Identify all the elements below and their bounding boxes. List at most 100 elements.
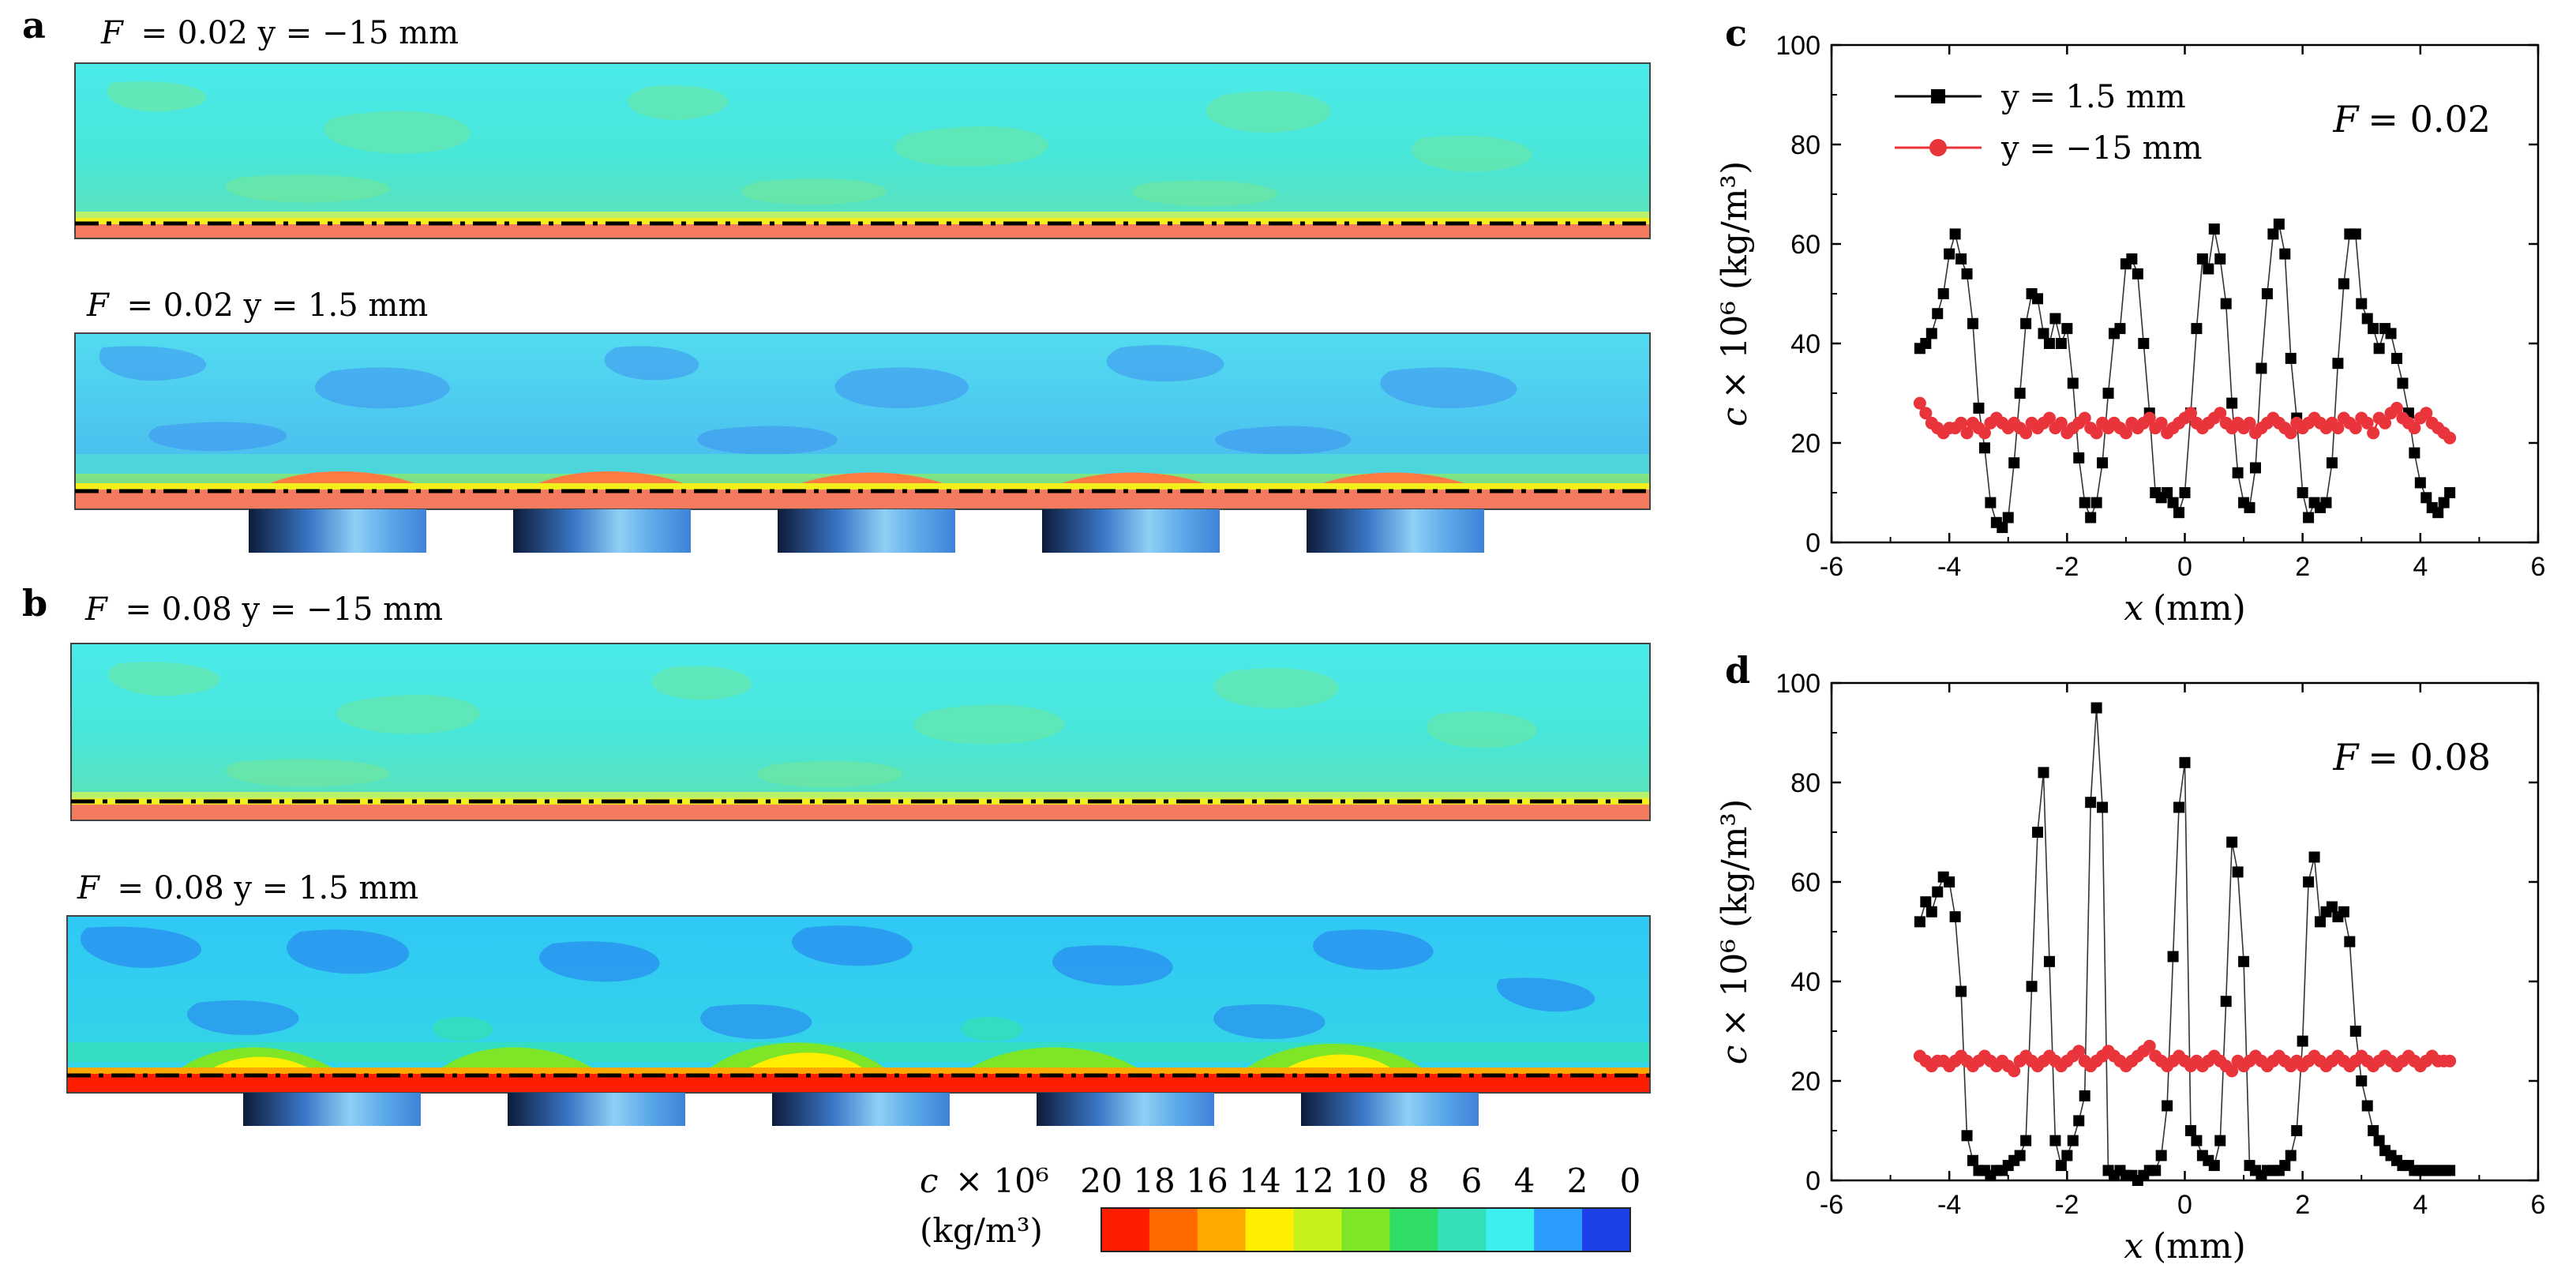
cylinder-b-1	[243, 1093, 421, 1126]
data-point-square	[2297, 487, 2308, 498]
data-point-square	[1914, 916, 1925, 928]
y-tick-label: 60	[1790, 868, 1820, 898]
colorbar-swatch	[1293, 1208, 1343, 1251]
data-point-square	[2079, 497, 2090, 508]
data-point-square	[2344, 936, 2356, 947]
data-point-square	[2073, 1115, 2085, 1127]
data-point-square	[2255, 362, 2267, 374]
x-axis-label-unit: (mm)	[2153, 588, 2246, 628]
data-point-square	[2361, 313, 2373, 325]
data-point-square	[2067, 377, 2079, 389]
y-tick-label: 40	[1790, 329, 1820, 359]
y-tick-label: 80	[1790, 768, 1820, 798]
data-point-square	[1997, 522, 2008, 534]
plot-annotation-var: F	[2332, 98, 2360, 141]
panel-letter-c: c	[1725, 12, 1747, 54]
data-point-square	[2356, 298, 2368, 310]
data-point-circle	[2360, 416, 2374, 430]
data-point-square	[2032, 293, 2044, 305]
data-point-circle	[2331, 422, 2345, 435]
data-point-square	[1937, 288, 1949, 299]
data-point-square	[1961, 1130, 1973, 1142]
x-tick-label: -4	[1937, 552, 1961, 582]
data-point-square	[2061, 1150, 2073, 1161]
data-point-square	[2014, 388, 2026, 399]
colorbar-tick-labels: 20 18 16 14 12 10 8 6 4 2 0	[1080, 1161, 1640, 1200]
data-point-square	[1944, 876, 1955, 887]
data-point-square	[2090, 497, 2102, 508]
x-tick-label: 6	[2531, 552, 2546, 582]
data-point-circle	[2078, 411, 2091, 425]
data-point-circle	[2154, 416, 2168, 430]
data-point-square	[1949, 911, 1961, 923]
legend-marker-circle	[1929, 139, 1947, 156]
data-point-circle	[2443, 1054, 2457, 1067]
x-axis-label-unit: (mm)	[2153, 1226, 2246, 1266]
data-point-square	[2126, 253, 2138, 265]
panel-a-top-title: F = 0.02 y = −15 mm	[100, 15, 459, 51]
data-point-square	[2261, 288, 2273, 299]
data-point-square	[2444, 1165, 2456, 1176]
x-tick-label: -6	[1820, 552, 1843, 582]
y-tick-label: 0	[1805, 528, 1820, 558]
x-axis-label: x (mm)	[2124, 1226, 2246, 1266]
panel-a-top-f-symbol: F	[100, 15, 124, 51]
data-point-square	[2214, 1135, 2226, 1146]
cylinder-a-5	[1307, 509, 1484, 553]
series-line	[1919, 222, 2450, 529]
data-point-square	[2020, 317, 2032, 329]
data-point-square	[2373, 1135, 2385, 1146]
panel-letter-a: a	[22, 4, 46, 47]
colorbar-swatch	[1149, 1208, 1198, 1251]
data-point-square	[1973, 402, 1985, 414]
data-point-square	[2114, 323, 2126, 335]
colorbar: c × 10⁶ (kg/m³) 20 18 16 14 12 10 8 6 4 2 0	[920, 1161, 1640, 1252]
data-point-square	[2203, 263, 2214, 275]
data-point-square	[1978, 442, 1990, 454]
data-point-square	[2090, 702, 2102, 714]
data-point-square	[2220, 298, 2232, 310]
data-point-square	[1967, 317, 1978, 329]
cylinder-b-3	[772, 1093, 950, 1126]
data-point-square	[2097, 457, 2109, 469]
y-tick-label: 60	[1790, 230, 1820, 260]
data-point-square	[2373, 343, 2385, 355]
data-point-circle	[2408, 422, 2421, 435]
panel-a-bottom-title: F = 0.02 y = 1.5 mm	[86, 287, 428, 324]
data-point-circle	[1955, 416, 1968, 430]
data-point-square	[2132, 268, 2143, 280]
panel-a-bottom-f-symbol: F	[86, 287, 110, 324]
data-point-square	[2162, 487, 2173, 498]
data-point-square	[2226, 836, 2238, 848]
data-point-circle	[2284, 426, 2297, 440]
data-point-square	[2332, 358, 2344, 370]
data-point-square	[2285, 352, 2297, 364]
data-point-square	[2303, 876, 2315, 887]
colorbar-frame	[1101, 1207, 1631, 1252]
y-tick-label: 80	[1790, 130, 1820, 160]
data-point-square	[2226, 397, 2238, 409]
colorbar-tick-label: 10	[1344, 1161, 1386, 1200]
x-tick-label: 4	[2413, 552, 2428, 582]
data-point-square	[2438, 497, 2450, 508]
data-point-circle	[2143, 1039, 2156, 1052]
colorbar-label-line2: (kg/m³)	[920, 1211, 1043, 1250]
data-point-square	[1955, 985, 1967, 997]
data-point-square	[1961, 268, 1973, 280]
data-point-square	[2385, 328, 2397, 340]
data-point-square	[2026, 981, 2038, 992]
data-point-square	[1944, 248, 1955, 260]
data-point-square	[1920, 896, 1932, 908]
y-axis-label-var: c	[1715, 407, 1755, 427]
colorbar-tick-label: 2	[1567, 1161, 1588, 1200]
data-point-square	[1967, 1154, 1978, 1166]
data-point-square	[2049, 1135, 2061, 1146]
data-point-circle	[2443, 431, 2457, 445]
data-point-square	[1949, 228, 1961, 240]
data-point-square	[2079, 1090, 2090, 1101]
data-point-square	[2179, 487, 2191, 498]
data-point-square	[2414, 477, 2426, 489]
